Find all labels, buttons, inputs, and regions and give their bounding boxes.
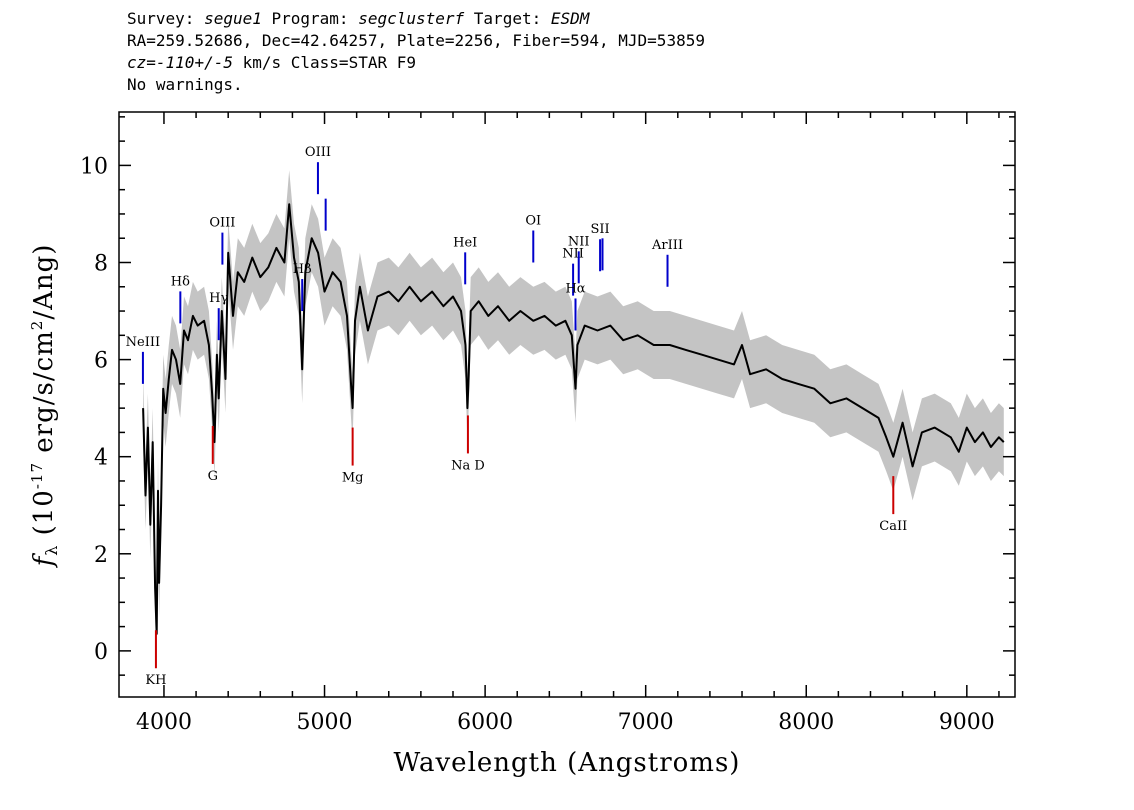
x-tick-label: 4000 (136, 710, 192, 735)
survey-label: Survey: (127, 9, 205, 28)
x-axis-ticks: 4000 5000 6000 7000 8000 9000 (136, 112, 1000, 735)
emission-line-label: ArIII (651, 238, 683, 253)
emission-line-label: NII (568, 234, 590, 249)
target-value: ESDM (550, 9, 590, 28)
x-tick-label: 9000 (939, 710, 995, 735)
y-axis-title: fλ (10-17 erg/s/cm2/Ang) (28, 244, 61, 569)
class-info: km/s Class=STAR F9 (232, 53, 416, 72)
program-value: segclusterf (358, 9, 465, 28)
emission-line-label: SII (590, 222, 609, 237)
x-tick-label: 7000 (618, 710, 674, 735)
y-tick-label: 8 (94, 251, 108, 276)
emission-line-label: Hα (565, 281, 585, 296)
x-axis-title: Wavelength (Angstroms) (394, 748, 741, 778)
y-tick-label: 10 (80, 154, 108, 179)
cz-label: cz= (127, 53, 156, 72)
spectrum-line (142, 203, 1005, 635)
emission-line-label: OIII (305, 145, 331, 160)
emission-line-label: OI (525, 213, 541, 228)
y-axis-title-exponent: -17 (28, 462, 46, 489)
y-tick-label: 6 (94, 349, 108, 374)
target-label: Target: (464, 9, 551, 28)
emission-line-label: OIII (209, 216, 235, 231)
header-line-coordinates: RA=259.52686, Dec=42.64257, Plate=2256, … (127, 31, 705, 50)
absorption-line-label: KH (145, 673, 166, 688)
x-tick-label: 5000 (297, 710, 353, 735)
y-axis-title-unit-suffix: /Ang) (29, 244, 59, 320)
header-line-warnings: No warnings. (127, 75, 243, 94)
absorption-line-label: G (208, 469, 218, 484)
program-label: Program: (261, 9, 359, 28)
plot-frame (118, 111, 1016, 698)
y-tick-label: 2 (94, 543, 108, 568)
y-axis-title-squared: 2 (28, 320, 46, 331)
y-axis-title-f: f (29, 552, 59, 568)
emission-line-label: Hγ (209, 291, 228, 306)
cz-value: -110+/-5 (155, 53, 233, 72)
absorption-line-label: CaII (879, 519, 907, 534)
survey-value: segue1 (204, 9, 262, 28)
y-axis-title-subscript: λ (42, 545, 61, 556)
header-line-survey: Survey: segue1 Program: segclusterf Targ… (127, 8, 705, 30)
y-axis-title-unit-prefix: (10 (29, 489, 59, 545)
y-axis-ticks: 0 2 4 6 8 10 (80, 116, 1015, 676)
spectrum-header: Survey: segue1 Program: segclusterf Targ… (127, 8, 705, 96)
y-tick-label: 0 (94, 640, 108, 665)
emission-line-label: Hδ (171, 274, 190, 289)
header-line-redshift: cz=-110+/-5 km/s Class=STAR F9 (127, 52, 705, 74)
emission-line-label: HeI (453, 235, 477, 250)
emission-line-label: NeIII (126, 335, 160, 350)
absorption-line-label: Mg (342, 471, 364, 486)
y-tick-label: 4 (94, 446, 108, 471)
emission-line-label: Hβ (293, 262, 312, 277)
absorption-line-label: Na D (451, 458, 485, 473)
spectral-line-markers: NeIIIHδHγOIIIHβOIIIHeIOINIIHαNIISIIArIII… (126, 145, 908, 688)
spectrum-series (142, 203, 1005, 635)
x-tick-label: 6000 (457, 710, 513, 735)
x-tick-label: 8000 (778, 710, 834, 735)
y-axis-title-unit-mid: erg/s/cm (29, 330, 59, 462)
